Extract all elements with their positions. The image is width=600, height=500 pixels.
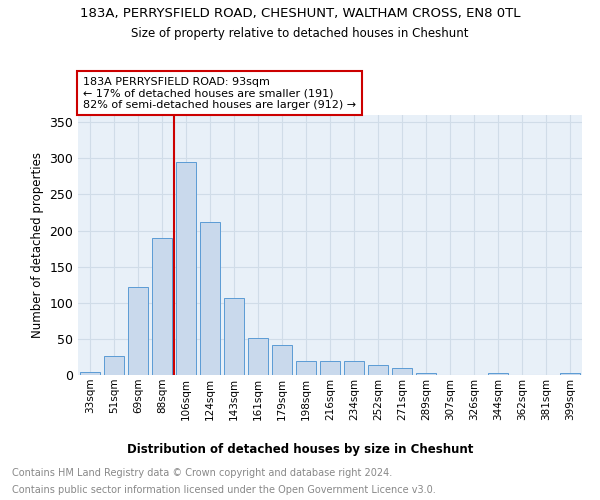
Bar xyxy=(176,162,196,375)
Text: 183A, PERRYSFIELD ROAD, CHESHUNT, WALTHAM CROSS, EN8 0TL: 183A, PERRYSFIELD ROAD, CHESHUNT, WALTHA… xyxy=(80,8,520,20)
Bar xyxy=(200,222,220,375)
Bar xyxy=(560,373,580,375)
Bar xyxy=(104,356,124,375)
Bar xyxy=(488,373,508,375)
Bar xyxy=(368,365,388,375)
Bar xyxy=(80,372,100,375)
Bar xyxy=(392,368,412,375)
Bar xyxy=(152,238,172,375)
Bar xyxy=(128,287,148,375)
Y-axis label: Number of detached properties: Number of detached properties xyxy=(31,152,44,338)
Bar xyxy=(248,338,268,375)
Bar xyxy=(272,346,292,375)
Bar xyxy=(344,362,364,375)
Text: Contains HM Land Registry data © Crown copyright and database right 2024.: Contains HM Land Registry data © Crown c… xyxy=(12,468,392,477)
Text: 183A PERRYSFIELD ROAD: 93sqm
← 17% of detached houses are smaller (191)
82% of s: 183A PERRYSFIELD ROAD: 93sqm ← 17% of de… xyxy=(83,76,356,110)
Bar xyxy=(296,360,316,375)
Text: Contains public sector information licensed under the Open Government Licence v3: Contains public sector information licen… xyxy=(12,485,436,495)
Bar xyxy=(224,298,244,375)
Bar xyxy=(320,360,340,375)
Text: Distribution of detached houses by size in Cheshunt: Distribution of detached houses by size … xyxy=(127,442,473,456)
Text: Size of property relative to detached houses in Cheshunt: Size of property relative to detached ho… xyxy=(131,28,469,40)
Bar xyxy=(416,373,436,375)
